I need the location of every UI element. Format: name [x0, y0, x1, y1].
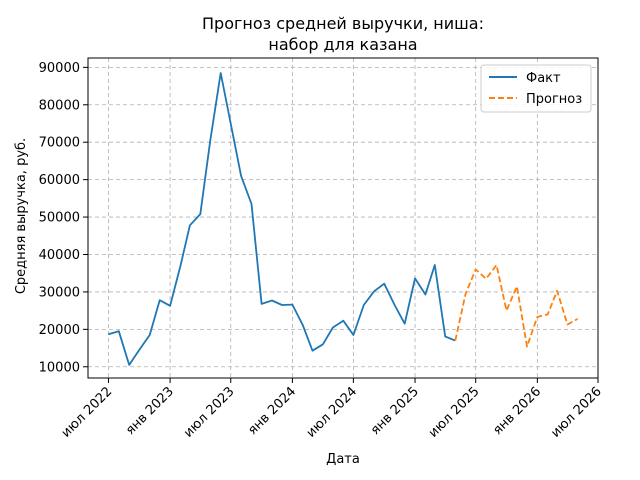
series-line-fact: [108, 72, 456, 366]
x-tick-label: янв 2024: [245, 384, 299, 438]
x-tick-label: июл 2024: [304, 384, 361, 441]
x-tick-label: июл 2026: [548, 384, 605, 441]
y-tick-label: 90000: [39, 61, 80, 76]
legend-label-fact: Факт: [526, 71, 561, 86]
x-tick-label: янв 2023: [123, 384, 177, 438]
plot-area-frame: [87, 57, 599, 379]
y-tick-label: 10000: [39, 360, 80, 375]
series-layer: [108, 72, 579, 366]
axis-ticks: июл 2022 янв 2023 июл 2023 янв 2024 июл 2024…: [39, 61, 605, 441]
chart-title-line-1: Прогноз средней выручки, ниша:: [202, 14, 484, 33]
legend-label-forecast: Прогноз: [526, 92, 582, 107]
y-tick-label: 30000: [39, 285, 80, 300]
chart-title: Прогноз средней выручки, ниша: набор для…: [202, 14, 484, 54]
legend: Факт Прогноз: [480, 64, 592, 113]
x-axis-label: Дата: [326, 452, 360, 467]
x-tick-label: янв 2025: [368, 384, 422, 438]
series-line-forecast: [454, 264, 579, 348]
x-tick-label: июл 2022: [59, 384, 116, 441]
x-tick-label: янв 2026: [490, 384, 544, 438]
y-tick-label: 40000: [39, 248, 80, 263]
y-tick-label: 50000: [39, 211, 80, 226]
y-tick-label: 80000: [39, 98, 80, 113]
y-tick-label: 60000: [39, 173, 80, 188]
y-tick-label: 70000: [39, 136, 80, 151]
y-axis-label: Средняя выручка, руб.: [14, 138, 29, 294]
chart-title-line-2: набор для казана: [268, 35, 417, 54]
y-tick-label: 20000: [39, 323, 80, 338]
x-tick-label: июл 2023: [181, 384, 238, 441]
x-tick-label: июл 2025: [426, 384, 483, 441]
